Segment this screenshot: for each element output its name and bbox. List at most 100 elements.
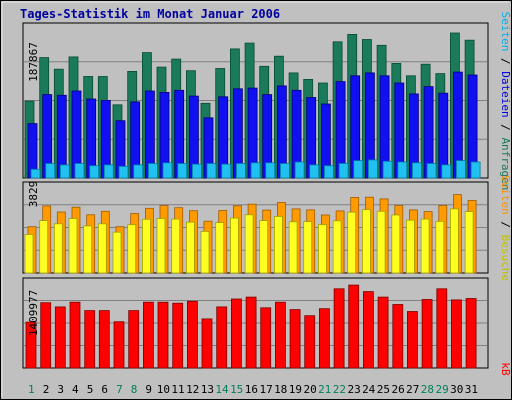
bar-seiten-31 [470, 161, 481, 179]
bar-kb-10 [157, 301, 169, 369]
bar-seiten-20 [309, 164, 320, 179]
day-label-28: 28 [421, 383, 434, 396]
day-label-19: 19 [289, 383, 302, 396]
bar-kb-8 [128, 310, 140, 369]
day-labels: 1 2 3 4 5 6 7 8 9 10 11 12 13 14 15 16 17 18 19 20 21 22 23 24 2… [28, 383, 478, 396]
day-label-18: 18 [274, 383, 287, 396]
bar-kb-12 [186, 300, 198, 369]
bar-besuche-29 [435, 220, 445, 274]
bar-kb-5 [84, 310, 96, 369]
bar-kb-22 [333, 288, 345, 369]
bar-seiten-11 [177, 163, 188, 179]
bar-besuche-31 [464, 211, 474, 274]
day-label-21: 21 [318, 383, 331, 396]
day-label-13: 13 [201, 383, 214, 396]
bar-besuche-27 [405, 219, 415, 274]
bar-besuche-8 [127, 224, 137, 274]
bar-kb-29 [436, 288, 448, 369]
bar-seiten-10 [162, 162, 173, 179]
bar-kb-14 [216, 306, 228, 369]
bar-seiten-24 [367, 159, 378, 179]
bar-kb-27 [406, 311, 418, 369]
requests-axis-max-label: 187867 [27, 42, 40, 82]
bar-seiten-23 [353, 160, 364, 179]
bar-kb-11 [172, 302, 184, 369]
day-label-17: 17 [259, 383, 272, 396]
day-label-6: 6 [101, 383, 108, 396]
bar-seiten-13 [206, 163, 217, 179]
bar-kb-13 [201, 318, 213, 369]
svg-text:kB: kB [499, 362, 512, 376]
day-label-25: 25 [377, 383, 390, 396]
day-label-29: 29 [435, 383, 448, 396]
bar-kb-17 [260, 307, 272, 369]
day-label-16: 16 [245, 383, 258, 396]
bar-besuche-1 [24, 234, 34, 274]
bar-kb-15 [230, 298, 242, 369]
day-label-9: 9 [145, 383, 152, 396]
bar-kb-28 [421, 299, 433, 369]
bar-besuche-19 [288, 221, 298, 274]
bar-besuche-17 [259, 220, 269, 274]
bar-kb-21 [318, 308, 330, 369]
svg-text:Seiten / Besuche: Seiten / Besuche [499, 175, 512, 281]
bar-kb-3 [54, 306, 66, 369]
day-label-22: 22 [333, 383, 346, 396]
bar-besuche-21 [317, 224, 327, 274]
legend-sep-3: / [499, 215, 512, 235]
bar-besuche-4 [68, 218, 78, 274]
bar-seiten-16 [250, 162, 261, 179]
bar-kb-7 [113, 321, 125, 369]
day-label-12: 12 [186, 383, 199, 396]
bar-besuche-5 [83, 225, 93, 274]
bar-seiten-12 [191, 163, 202, 179]
day-label-5: 5 [87, 383, 94, 396]
bar-besuche-20 [303, 221, 313, 274]
bar-kb-20 [304, 315, 316, 369]
bar-kb-25 [377, 296, 389, 369]
chart-title: Tages-Statistik im Monat Januar 2006 [20, 7, 280, 21]
bar-seiten-1 [30, 168, 41, 179]
bar-seiten-26 [397, 161, 408, 179]
bar-seiten-19 [294, 161, 305, 179]
bar-besuche-24 [361, 209, 371, 274]
bar-kb-26 [392, 304, 404, 369]
bar-besuche-3 [53, 223, 63, 274]
day-label-11: 11 [171, 383, 184, 396]
pages-visits-panel [22, 181, 489, 274]
day-label-2: 2 [43, 383, 50, 396]
bar-besuche-30 [449, 208, 459, 274]
bar-besuche-28 [420, 218, 430, 274]
day-label-20: 20 [303, 383, 316, 396]
bar-kb-2 [40, 302, 52, 369]
bar-besuche-7 [112, 231, 122, 274]
bar-seiten-25 [382, 160, 393, 179]
bar-besuche-2 [39, 220, 49, 274]
day-label-24: 24 [362, 383, 376, 396]
bar-seiten-27 [411, 162, 422, 179]
bar-besuche-14 [215, 222, 225, 274]
bar-seiten-14 [221, 163, 232, 179]
legend-sep-1: / [499, 51, 512, 71]
bar-kb-31 [465, 298, 477, 369]
day-label-30: 30 [450, 383, 463, 396]
kb-panel [22, 277, 489, 369]
bar-besuche-13 [200, 230, 210, 274]
bar-kb-6 [98, 310, 110, 369]
day-label-15: 15 [230, 383, 243, 396]
bar-seiten-21 [323, 165, 334, 179]
bar-besuche-26 [391, 214, 401, 274]
day-label-14: 14 [215, 383, 229, 396]
bar-seiten-18 [279, 163, 290, 179]
day-label-27: 27 [406, 383, 419, 396]
bar-seiten-28 [426, 163, 437, 179]
bar-kb-19 [289, 309, 301, 369]
bar-besuche-22 [332, 220, 342, 274]
day-label-26: 26 [391, 383, 404, 396]
bar-besuche-23 [347, 211, 357, 274]
day-label-23: 23 [347, 383, 360, 396]
bar-kb-1 [25, 321, 37, 369]
day-label-8: 8 [131, 383, 138, 396]
bar-seiten-3 [59, 164, 70, 179]
bar-kb-18 [274, 301, 286, 369]
